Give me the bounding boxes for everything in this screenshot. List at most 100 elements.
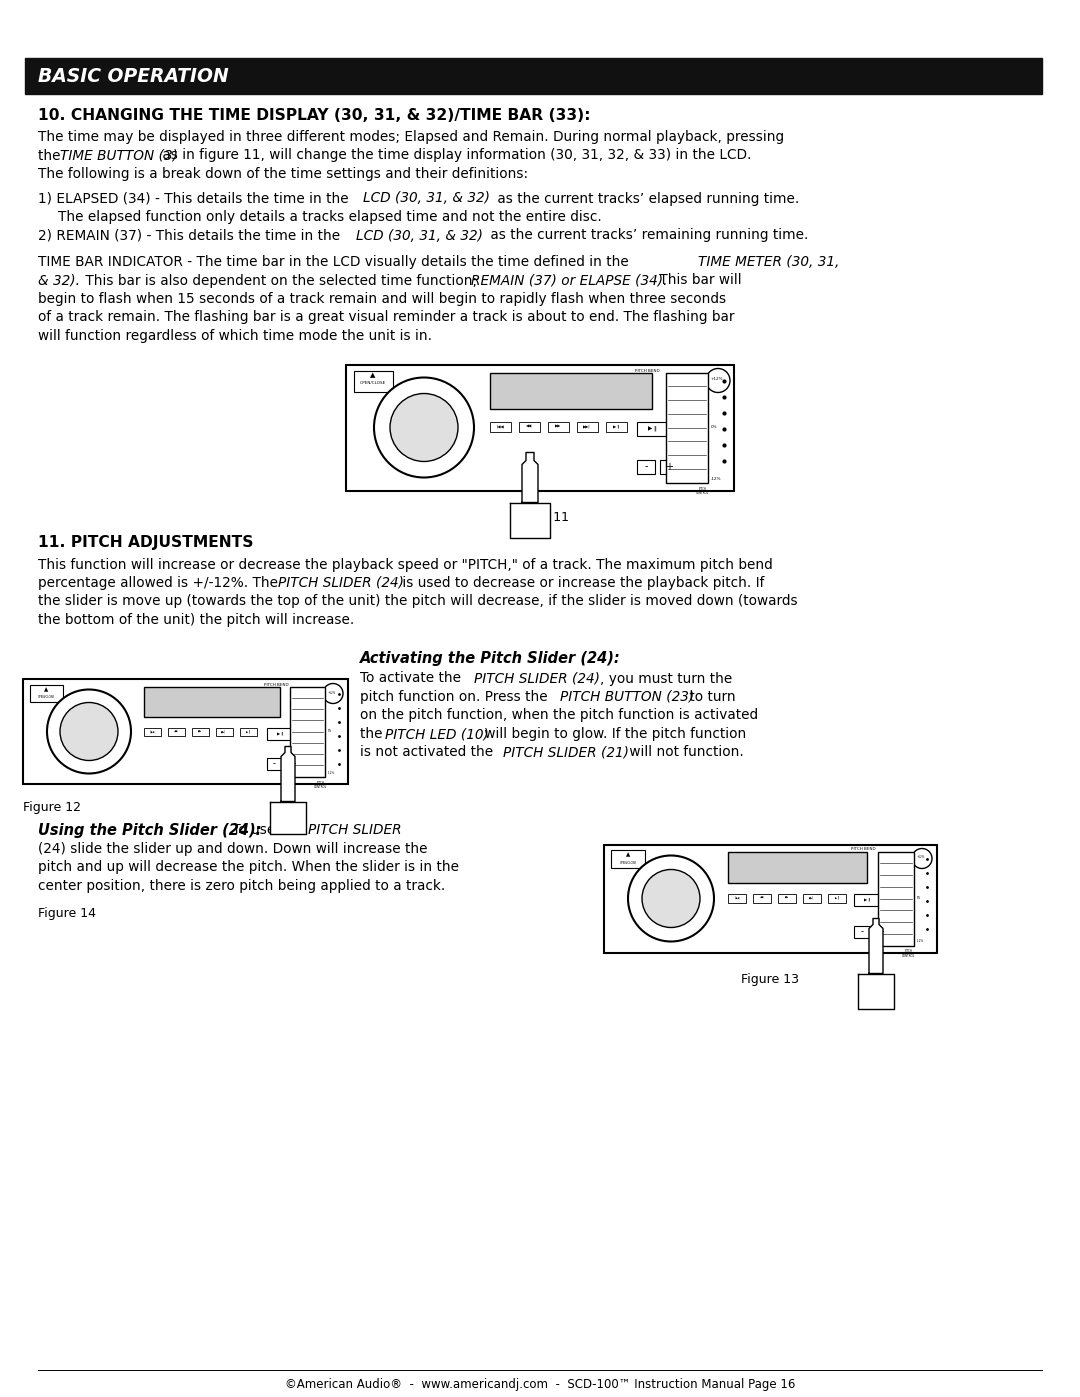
Bar (778, 894, 796, 902)
Text: ▶▶|: ▶▶| (221, 729, 227, 733)
Text: 0%: 0% (328, 729, 333, 733)
Text: ▶ ‖: ▶ ‖ (864, 897, 870, 901)
Circle shape (374, 377, 474, 478)
Bar (30, 685, 63, 701)
Text: ◀◀: ◀◀ (526, 425, 532, 429)
Bar (873, 925, 889, 937)
Text: OPEN/CLOSE: OPEN/CLOSE (619, 861, 636, 865)
Circle shape (60, 703, 118, 760)
Text: 0%: 0% (917, 895, 921, 900)
Polygon shape (869, 918, 883, 974)
Bar (728, 894, 746, 902)
Bar (878, 852, 914, 946)
Text: LCD (30, 31, & 32): LCD (30, 31, & 32) (356, 229, 483, 243)
Text: ▶▶: ▶▶ (555, 425, 562, 429)
Text: is not activated the: is not activated the (360, 746, 498, 760)
Text: +12%: +12% (711, 377, 724, 380)
Text: Figure 14: Figure 14 (38, 908, 96, 921)
Text: |◀◀: |◀◀ (149, 729, 154, 733)
Text: , you must turn the: , you must turn the (600, 672, 732, 686)
Text: Figure 11: Figure 11 (511, 510, 569, 524)
Text: -12%: -12% (328, 771, 335, 774)
Text: 2) REMAIN (37) - This details the time in the: 2) REMAIN (37) - This details the time i… (38, 229, 345, 243)
Text: pitch and up will decrease the pitch. When the slider is in the: pitch and up will decrease the pitch. Wh… (38, 861, 459, 875)
Text: the slider is move up (towards the top of the unit) the pitch will decrease, if : the slider is move up (towards the top o… (38, 595, 798, 609)
Text: PITCH BEND: PITCH BEND (264, 683, 288, 686)
Bar (548, 422, 569, 432)
Text: +: + (665, 461, 673, 472)
Text: -: - (861, 928, 864, 936)
Text: This bar is also dependent on the selected time function;: This bar is also dependent on the select… (81, 274, 482, 288)
Text: ◀◀: ◀◀ (174, 729, 178, 733)
Text: PITCH SLIDER (21): PITCH SLIDER (21) (503, 746, 629, 760)
Text: to turn: to turn (685, 690, 735, 704)
Text: ◀◀: ◀◀ (760, 895, 765, 900)
Text: PITCH
CONTROL: PITCH CONTROL (697, 486, 710, 495)
Polygon shape (858, 974, 894, 1009)
Text: -: - (272, 759, 275, 768)
Circle shape (390, 394, 458, 461)
Bar (346, 365, 734, 490)
Text: ▲: ▲ (370, 373, 376, 379)
Text: will function regardless of which time mode the unit is in.: will function regardless of which time m… (38, 330, 432, 344)
Text: on the pitch function, when the pitch function is activated: on the pitch function, when the pitch fu… (360, 708, 758, 722)
Bar (490, 373, 652, 408)
Polygon shape (281, 746, 295, 802)
Text: ▶ ‖: ▶ ‖ (276, 732, 283, 735)
Circle shape (323, 683, 343, 704)
Text: ▶ ‖: ▶ ‖ (246, 729, 251, 733)
Bar (854, 925, 870, 937)
Text: ▶▶|: ▶▶| (809, 895, 814, 900)
Text: the bottom of the unit) the pitch will increase.: the bottom of the unit) the pitch will i… (38, 613, 354, 627)
Text: ▲: ▲ (626, 852, 630, 856)
Bar (804, 894, 821, 902)
Bar (519, 422, 540, 432)
Bar (144, 728, 161, 735)
Text: PITCH
CONTROL: PITCH CONTROL (314, 781, 327, 789)
Bar (267, 728, 293, 739)
Polygon shape (270, 802, 306, 834)
Circle shape (627, 855, 714, 942)
Text: will begin to glow. If the pitch function: will begin to glow. If the pitch functio… (480, 726, 746, 740)
Text: Figure 13: Figure 13 (741, 972, 799, 985)
Text: PITCH SLIDER (24): PITCH SLIDER (24) (278, 576, 404, 590)
Text: +12%: +12% (328, 690, 336, 694)
Text: -: - (645, 461, 648, 472)
Bar (291, 686, 325, 777)
Text: BASIC OPERATION: BASIC OPERATION (38, 67, 229, 87)
Bar (216, 728, 233, 735)
Text: OPEN/CLOSE: OPEN/CLOSE (360, 381, 387, 386)
Circle shape (706, 369, 730, 393)
Text: begin to flash when 15 seconds of a track remain and will begin to rapidly flash: begin to flash when 15 seconds of a trac… (38, 292, 726, 306)
Text: +12%: +12% (917, 855, 926, 859)
Text: as the current tracks’ elapsed running time.: as the current tracks’ elapsed running t… (492, 191, 799, 205)
Text: ▶▶|: ▶▶| (583, 425, 591, 429)
Circle shape (912, 848, 932, 869)
Text: ▲: ▲ (44, 687, 49, 692)
Text: percentage allowed is +/-12%. The: percentage allowed is +/-12%. The (38, 576, 282, 590)
Text: ▶▶: ▶▶ (785, 895, 789, 900)
Text: To use the: To use the (228, 823, 307, 837)
Text: will not function.: will not function. (625, 746, 744, 760)
Text: The time may be displayed in three different modes; Elapsed and Remain. During n: The time may be displayed in three diffe… (38, 130, 784, 144)
Text: ©American Audio®  -  www.americandj.com  -  SCD-100™ Instruction Manual Page 16: ©American Audio® - www.americandj.com - … (285, 1377, 795, 1391)
Bar (144, 686, 280, 717)
Text: as the current tracks’ remaining running time.: as the current tracks’ remaining running… (486, 229, 808, 243)
Text: 10. CHANGING THE TIME DISPLAY (30, 31, & 32)/TIME BAR (33):: 10. CHANGING THE TIME DISPLAY (30, 31, &… (38, 108, 591, 123)
Bar (286, 757, 301, 770)
Text: PITCH BEND: PITCH BEND (635, 369, 659, 373)
Text: ▶ ‖: ▶ ‖ (835, 895, 839, 900)
Bar (828, 894, 846, 902)
Text: The elapsed function only details a tracks elapsed time and not the entire disc.: The elapsed function only details a trac… (58, 210, 602, 224)
Text: is used to decrease or increase the playback pitch. If: is used to decrease or increase the play… (399, 576, 765, 590)
Text: ▶ ‖: ▶ ‖ (612, 425, 619, 429)
Text: -12%: -12% (711, 476, 721, 481)
Text: ▶▶: ▶▶ (198, 729, 202, 733)
Text: +: + (289, 759, 296, 768)
Text: LCD (30, 31, & 32): LCD (30, 31, & 32) (363, 191, 490, 205)
Text: the: the (38, 148, 65, 162)
Bar (577, 422, 598, 432)
Text: To activate the: To activate the (360, 672, 465, 686)
Text: +: + (878, 928, 885, 936)
Text: 11. PITCH ADJUSTMENTS: 11. PITCH ADJUSTMENTS (38, 535, 254, 550)
